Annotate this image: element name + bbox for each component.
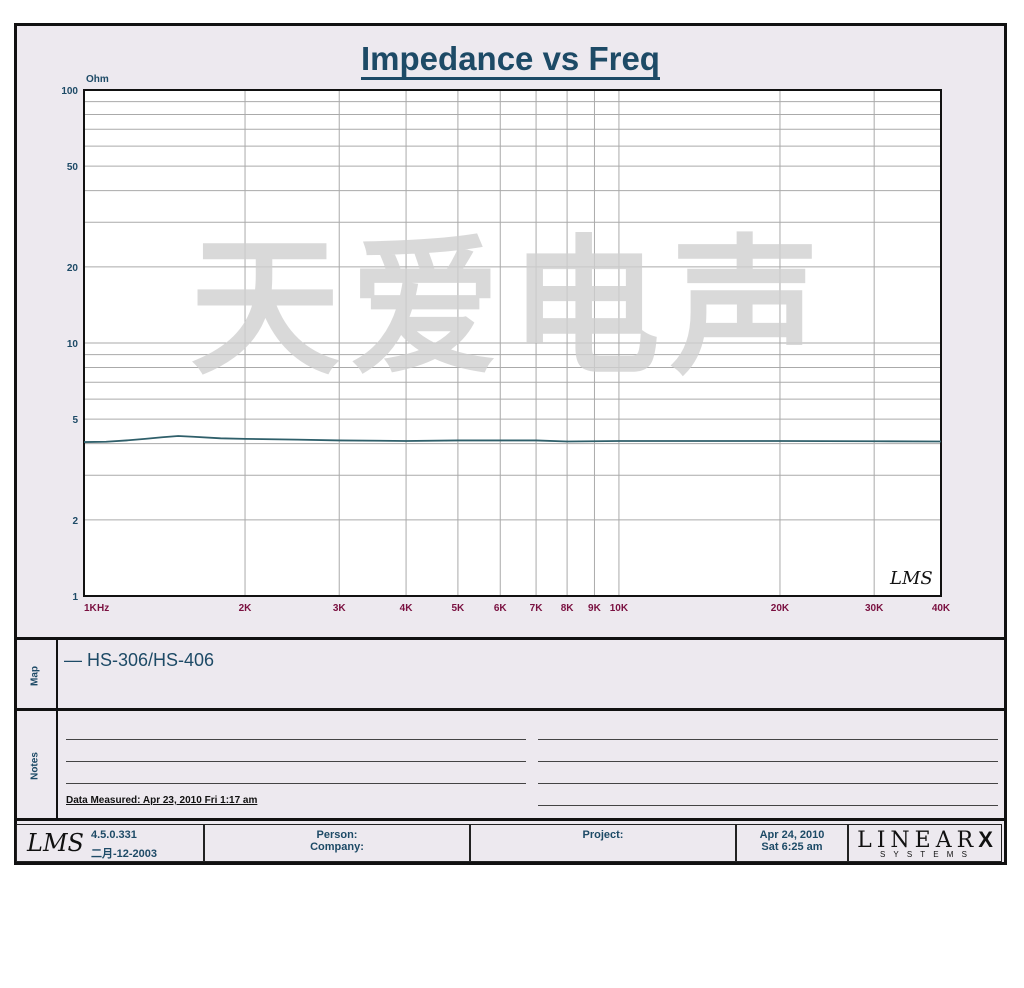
plot-border [83,89,942,597]
x-tick-label: 4K [400,603,414,614]
y-tick-label: 10 [67,339,79,350]
watermark: 天爱电声 [190,224,830,392]
x-tick-label: 3K [333,603,347,614]
x-tick-label: 40K [932,603,951,614]
linearx-logo: LINEARX S Y S T E M S [848,824,1002,862]
x-tick-label: 5K [452,603,466,614]
person-cell: Person: Company: [204,824,470,862]
x-tick-label: 2K [239,603,253,614]
y-tick-label: 1 [72,592,78,603]
version-cell: LMS 4.5.0.331 二月-12-2003 [16,824,204,862]
x-tick-label: 1K [84,603,98,614]
legend-entry: — HS-306/HS-406 [64,650,215,670]
plot-lms-logo: LMS [889,568,933,589]
notes-section: Notes Data Measured: Apr 23, 2010 Fri 1:… [14,708,1007,821]
x-tick-label: 20K [771,603,790,614]
build-date: 二月-12-2003 [91,848,158,860]
y-tick-label: 20 [67,263,79,274]
lms-logo: LMS [27,829,84,857]
y-tick-label: 5 [72,415,78,426]
notes-label: Notes [29,752,41,780]
date-cell: Apr 24, 2010 Sat 6:25 am [736,824,848,862]
x-tick-label: 30K [865,603,884,614]
y-tick-label: 2 [72,516,78,527]
x-tick-label: 7K [530,603,544,614]
footer: LMS 4.5.0.331 二月-12-2003 Person: Company:… [14,818,1007,865]
project-cell: Project: [470,824,736,862]
x-axis-label: Hz [97,603,109,614]
map-label: Map [29,665,41,686]
chart-plot: 天爱电声 1K 2K 3K 4K 5K 6K 7K 8K 9K 10K 20K 30K 40K Hz 1 2 5 1… [61,74,951,614]
x-tick-label: 6K [494,603,508,614]
map-section: Map — HS-306/HS-406 [14,637,1007,711]
x-tick-label: 8K [561,603,575,614]
series-line [83,435,942,443]
y-tick-label: 100 [61,86,78,97]
x-tick-label: 10K [610,603,629,614]
y-tick-label: 50 [67,162,79,173]
y-axis-label: Ohm [86,74,109,85]
x-tick-label: 9K [588,603,602,614]
version: 4.5.0.331 [91,829,137,841]
chart-title: Impedance vs Freq [17,40,1004,80]
measured-date: Data Measured: Apr 23, 2010 Fri 1:17 am [66,795,258,806]
